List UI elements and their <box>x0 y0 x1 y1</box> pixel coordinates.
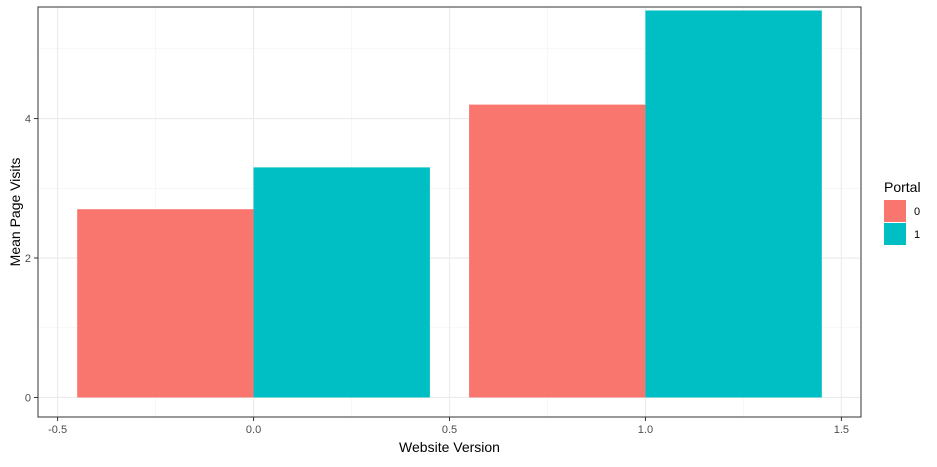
bars-group <box>77 10 822 398</box>
y-tick-label: 2 <box>25 253 31 265</box>
y-axis-title: Mean Page Visits <box>7 158 23 267</box>
bar-portal-0-0 <box>77 209 254 398</box>
x-tick-label: 0.5 <box>442 424 457 436</box>
bar-portal-1-1 <box>645 10 822 398</box>
legend-label-1: 1 <box>914 229 920 241</box>
x-axis-title: Website Version <box>399 439 500 455</box>
x-tick-label: 1.0 <box>638 424 653 436</box>
bar-portal-0-1 <box>469 104 646 398</box>
legend-items: 01 <box>884 200 920 245</box>
x-tick-label: 1.5 <box>834 424 849 436</box>
legend-key-0 <box>884 200 906 222</box>
bar-portal-1-0 <box>253 167 430 398</box>
y-tick-label: 0 <box>25 392 31 404</box>
legend: Portal 01 <box>884 179 921 245</box>
x-tick-label: -0.5 <box>48 424 67 436</box>
y-tick-label: 4 <box>25 114 31 126</box>
x-axis-ticks: -0.5 0.0 0.5 1.0 1.5 <box>48 417 849 436</box>
x-tick-label: 0.0 <box>246 424 261 436</box>
legend-title: Portal <box>884 179 921 195</box>
legend-key-1 <box>884 223 906 245</box>
y-axis-ticks: 0 2 4 <box>25 114 38 404</box>
legend-label-0: 0 <box>914 206 920 218</box>
